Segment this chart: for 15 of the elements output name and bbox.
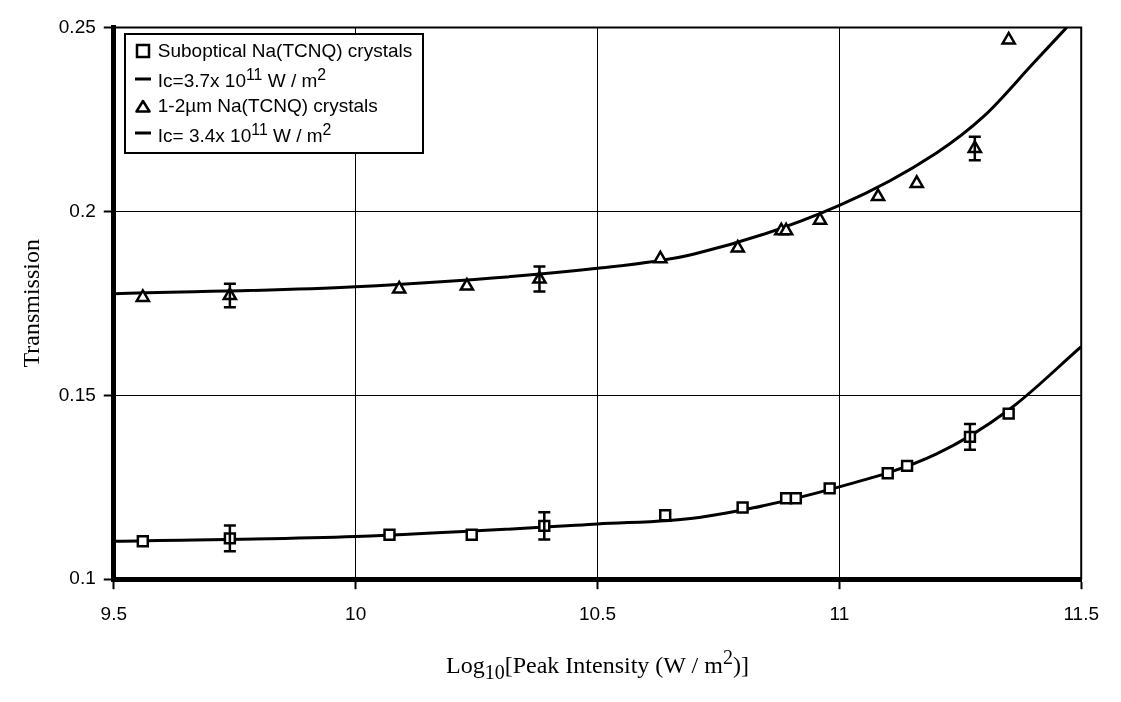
y-tick-label: 0.1 (69, 567, 96, 589)
y-tick-label: 0.25 (58, 15, 96, 37)
x-tick-label: 10 (345, 602, 367, 624)
y-axis-title: Transmission (17, 239, 44, 368)
x-tick-label: 11 (829, 602, 850, 624)
x-tick-label: 9.5 (100, 602, 127, 624)
y-tick-label: 0.2 (69, 199, 96, 221)
x-tick-label: 11.5 (1063, 602, 1099, 624)
x-axis-title: Log$_{10}$[Peak Intensity (W / m$^{2}$)] (445, 646, 750, 684)
y-tick-label: 0.15 (58, 383, 96, 405)
x-tick-label: 10.5 (579, 602, 616, 624)
legend-label: 1-2µm Na(TCNQ) crystals (157, 93, 378, 118)
legend-label: Ic=3.7x 10$^{11}$ W / m$^{2}$ (157, 65, 327, 94)
legend-label: Suboptical Na(TCNQ) crystals (157, 39, 413, 64)
legend-label: Ic= 3.4x 10$^{11}$ W / m$^{2}$ (157, 119, 332, 149)
